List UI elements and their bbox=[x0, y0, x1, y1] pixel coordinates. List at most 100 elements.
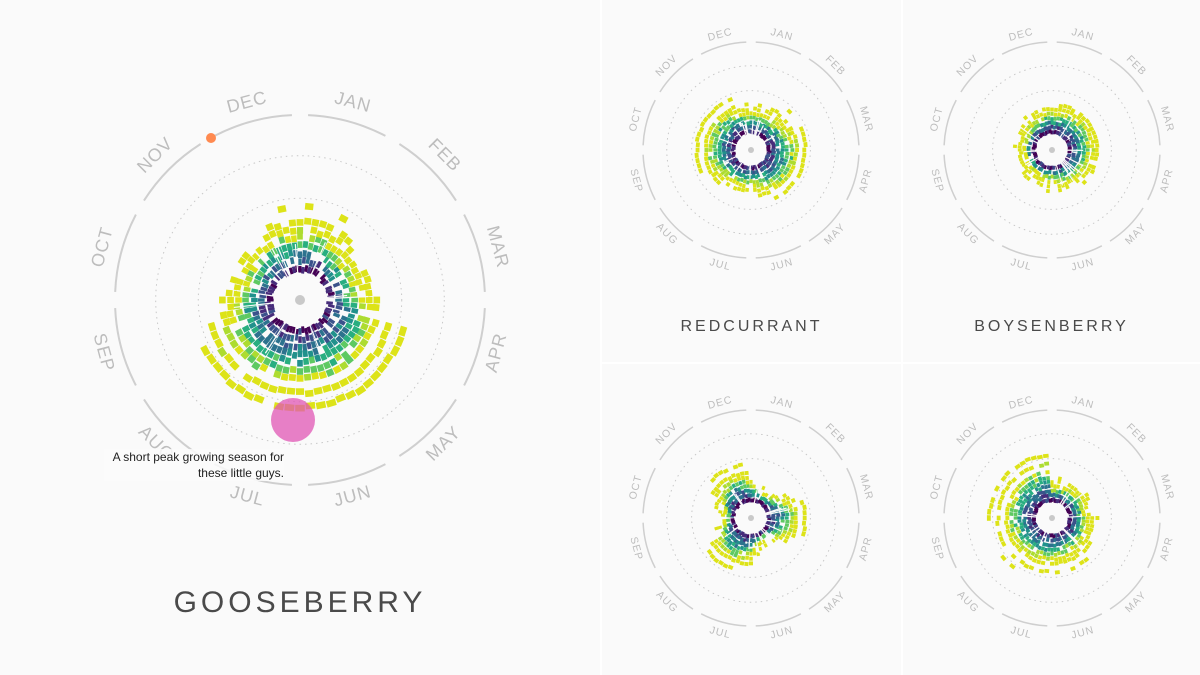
heat-mark bbox=[1050, 488, 1054, 493]
heat-mark bbox=[1086, 167, 1092, 173]
heat-mark bbox=[1032, 494, 1037, 500]
heat-mark bbox=[775, 148, 780, 152]
heat-mark bbox=[742, 484, 747, 489]
heat-mark bbox=[346, 275, 355, 283]
heat-mark bbox=[771, 170, 777, 176]
month-label-dec: DEC bbox=[225, 87, 270, 117]
heat-mark bbox=[1045, 537, 1050, 542]
boysenberry-title: BOYSENBERRY bbox=[974, 318, 1129, 335]
month-arc bbox=[1056, 613, 1103, 627]
heat-mark bbox=[722, 153, 727, 158]
heat-mark bbox=[322, 335, 331, 344]
heat-mark bbox=[1053, 175, 1057, 180]
heat-mark bbox=[229, 339, 239, 349]
heat-mark bbox=[1069, 526, 1075, 532]
center-dot bbox=[1049, 147, 1055, 153]
heat-mark bbox=[351, 307, 359, 314]
heat-mark bbox=[262, 336, 271, 345]
heat-mark bbox=[1074, 536, 1080, 541]
heat-mark bbox=[308, 334, 315, 342]
heat-mark bbox=[723, 172, 729, 178]
heat-mark bbox=[726, 548, 732, 555]
month-label-mar: MAR bbox=[857, 105, 875, 134]
heat-mark bbox=[743, 175, 748, 180]
heat-mark bbox=[257, 257, 266, 266]
month-label-apr: APR bbox=[857, 167, 875, 194]
heat-mark bbox=[779, 173, 785, 179]
heat-mark bbox=[768, 167, 774, 173]
heat-mark bbox=[1019, 559, 1026, 566]
heat-mark bbox=[335, 322, 344, 330]
heat-mark bbox=[1050, 538, 1054, 543]
heat-mark bbox=[722, 533, 728, 538]
heat-mark bbox=[343, 270, 352, 279]
heat-mark bbox=[1085, 534, 1091, 540]
heat-mark bbox=[703, 138, 709, 144]
heat-mark bbox=[1084, 137, 1089, 142]
heat-mark bbox=[256, 270, 265, 278]
center-spoke bbox=[759, 135, 776, 146]
heat-mark bbox=[271, 265, 279, 273]
heat-mark bbox=[1033, 553, 1039, 559]
heat-mark bbox=[1081, 141, 1086, 146]
month-arc bbox=[700, 41, 747, 55]
heat-mark bbox=[317, 317, 325, 325]
heat-mark bbox=[1014, 486, 1020, 493]
month-arc bbox=[1001, 613, 1048, 627]
heat-mark bbox=[1057, 479, 1062, 485]
center-spoke bbox=[1028, 523, 1044, 534]
heat-mark bbox=[729, 166, 735, 172]
heat-mark bbox=[723, 168, 729, 174]
heat-mark bbox=[1023, 153, 1029, 158]
center-spoke bbox=[761, 518, 778, 523]
peak-highlight[interactable] bbox=[271, 398, 315, 442]
heat-mark bbox=[259, 363, 269, 373]
center-spoke bbox=[1019, 126, 1044, 145]
heat-mark bbox=[1030, 503, 1036, 508]
heat-mark bbox=[222, 325, 232, 335]
heat-mark bbox=[735, 504, 741, 510]
heat-mark bbox=[1077, 145, 1082, 150]
heat-mark bbox=[1045, 470, 1050, 475]
month-arc bbox=[700, 409, 747, 423]
heat-mark bbox=[782, 170, 788, 176]
month-arc bbox=[659, 58, 694, 93]
heat-mark bbox=[761, 539, 766, 545]
heat-mark bbox=[1094, 148, 1099, 152]
heat-mark bbox=[1064, 157, 1070, 163]
heat-mark bbox=[767, 110, 774, 117]
heat-mark bbox=[1037, 497, 1043, 503]
heat-mark bbox=[1006, 502, 1012, 508]
heat-mark bbox=[335, 305, 343, 311]
month-label-jan: JAN bbox=[333, 87, 374, 116]
heat-mark bbox=[759, 500, 764, 505]
heat-mark bbox=[764, 185, 770, 191]
heat-mark bbox=[1047, 489, 1052, 494]
heat-mark bbox=[729, 128, 735, 134]
heat-mark bbox=[718, 510, 723, 514]
heat-mark bbox=[335, 289, 343, 295]
heat-mark bbox=[727, 164, 733, 170]
heat-mark bbox=[1026, 176, 1032, 182]
heat-mark bbox=[1065, 109, 1071, 115]
heat-mark bbox=[1032, 530, 1037, 535]
heat-mark bbox=[784, 166, 790, 172]
heat-mark bbox=[279, 270, 286, 278]
heat-mark bbox=[308, 356, 316, 364]
heat-mark bbox=[704, 143, 709, 148]
center-spoke bbox=[1059, 156, 1076, 172]
heat-mark bbox=[731, 121, 736, 127]
heat-mark bbox=[1057, 550, 1061, 556]
heat-mark bbox=[739, 485, 744, 490]
heat-mark bbox=[1069, 485, 1075, 491]
heat-mark bbox=[1063, 526, 1069, 532]
heat-mark bbox=[1066, 529, 1072, 535]
heat-mark bbox=[768, 130, 774, 136]
heat-mark bbox=[1093, 156, 1099, 162]
heat-mark bbox=[731, 536, 737, 542]
